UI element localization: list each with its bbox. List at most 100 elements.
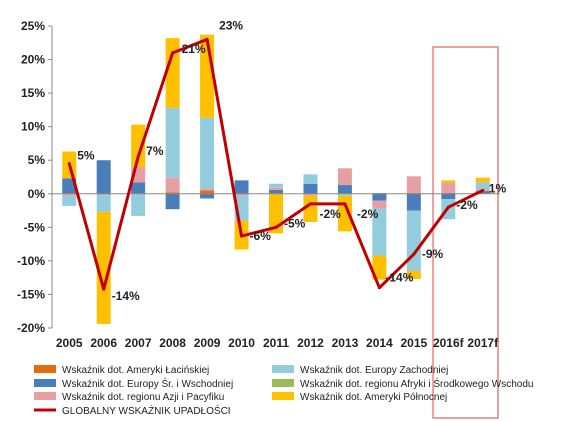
legend-swatch-wskaznik-dot-regionu-azji-i-pacyfiku bbox=[34, 392, 56, 400]
legend-label-wskaznik-dot-regionu-afryki-i-srodkowego-wschodu: Wskaźnik dot. regionu Afryki i Środkoweg… bbox=[300, 377, 533, 390]
y-tick-label: -15% bbox=[17, 287, 45, 301]
bar-segment-wskaznik-dot-regionu-azji-i-pacyfiku-2015 bbox=[406, 176, 421, 194]
data-label-2008: 21% bbox=[182, 42, 206, 56]
y-tick-label: -20% bbox=[17, 321, 45, 335]
x-tick-label: 2007 bbox=[125, 336, 152, 350]
bar-segment-wskaznik-dot-europy-sr-i-wschodniej-2012 bbox=[303, 183, 318, 194]
x-tick-label: 2017f bbox=[467, 336, 499, 350]
legend-swatch-wskaznik-dot-regionu-afryki-i-srodkowego-wschodu bbox=[272, 379, 294, 387]
forecast-highlight-box bbox=[432, 46, 500, 419]
bar-segment-wskaznik-dot-regionu-azji-i-pacyfiku-2010 bbox=[234, 193, 249, 196]
bar-segment-wskaznik-dot-europy-zachodniej-2006 bbox=[96, 195, 111, 212]
global-line-point-2012 bbox=[308, 202, 312, 206]
legend-label-globalny-wskaznik-upadlosci: GLOBALNY WSKAŹNIK UPADŁOŚCI bbox=[62, 404, 231, 417]
global-line-point-2017f bbox=[481, 188, 485, 192]
data-label-2010: -6% bbox=[250, 229, 272, 243]
x-tick-label: 2006 bbox=[90, 336, 117, 350]
global-line-point-2006 bbox=[102, 287, 106, 291]
bar-segment-wskaznik-dot-europy-zachodniej-2015 bbox=[406, 210, 421, 271]
bar-segment-wskaznik-dot-ameryki-polnocnej-2014 bbox=[372, 255, 387, 280]
bar-segment-wskaznik-dot-regionu-azji-i-pacyfiku-2013 bbox=[337, 168, 352, 186]
x-tick-label: 2016f bbox=[433, 336, 465, 350]
bar-segment-wskaznik-dot-regionu-azji-i-pacyfiku-2009 bbox=[200, 189, 215, 191]
bar-segment-wskaznik-dot-europy-zachodniej-2008 bbox=[165, 107, 180, 178]
bar-segment-wskaznik-dot-europy-zachodniej-2009 bbox=[200, 117, 215, 190]
global-line-point-2010 bbox=[240, 234, 244, 238]
data-label-2017f: 1% bbox=[489, 181, 507, 195]
bar-segment-wskaznik-dot-europy-zachodniej-2012 bbox=[303, 174, 318, 184]
axes-group: -20% -15% -10% -5% 0% 5% 10% 15% 20% 25% 2005 2006 2… bbox=[17, 19, 500, 350]
bar-segment-wskaznik-dot-europy-sr-i-wschodniej-2008 bbox=[165, 193, 180, 210]
y-tick-label: 10% bbox=[21, 120, 45, 134]
global-line-point-2016f bbox=[446, 205, 450, 209]
bar-segment-wskaznik-dot-europy-zachodniej-2014 bbox=[372, 208, 387, 256]
forecast-highlight-group bbox=[432, 46, 500, 419]
y-tick-label: 0% bbox=[28, 187, 46, 201]
data-label-2013: -2% bbox=[357, 207, 379, 221]
data-labels-group: 5% -14% 7% 21% 23% -6% -5% -2% -2% -14% -9% -2% 1% bbox=[77, 18, 506, 303]
x-tick-label: 2014 bbox=[366, 336, 393, 350]
legend-swatch-wskaznik-dot-europy-sr-i-wschodniej bbox=[34, 379, 56, 387]
bar-segment-wskaznik-dot-europy-sr-i-wschodniej-2007 bbox=[131, 182, 146, 194]
bar-segment-wskaznik-dot-regionu-azji-i-pacyfiku-2014 bbox=[372, 200, 387, 209]
legend-label-wskaznik-dot-regionu-azji-i-pacyfiku: Wskaźnik dot. regionu Azji i Pacyfiku bbox=[62, 392, 224, 403]
x-tick-label: 2009 bbox=[194, 336, 221, 350]
y-tick-label: 5% bbox=[28, 153, 46, 167]
bar-segment-wskaznik-dot-europy-zachodniej-2013 bbox=[337, 193, 352, 196]
x-tick-label: 2008 bbox=[159, 336, 186, 350]
y-tick-label: 25% bbox=[21, 19, 45, 33]
x-tick-label: 2005 bbox=[56, 336, 83, 350]
bar-segment-wskaznik-dot-europy-sr-i-wschodniej-2017f bbox=[475, 191, 490, 194]
global-line-group bbox=[67, 37, 485, 291]
bar-segment-wskaznik-dot-regionu-azji-i-pacyfiku-2005 bbox=[62, 193, 77, 196]
data-label-2005: 5% bbox=[77, 149, 95, 163]
bar-segment-wskaznik-dot-europy-sr-i-wschodniej-2005 bbox=[62, 178, 77, 194]
bars-group bbox=[62, 34, 490, 324]
bar-segment-wskaznik-dot-europy-zachodniej-2017f bbox=[475, 182, 490, 190]
data-label-2012: -2% bbox=[319, 207, 341, 221]
global-line-point-2005 bbox=[67, 162, 71, 166]
data-label-2016f: -2% bbox=[456, 198, 478, 212]
bar-segment-wskaznik-dot-europy-sr-i-wschodniej-2016f bbox=[441, 193, 456, 200]
bar-segment-wskaznik-dot-europy-zachodniej-2007 bbox=[131, 193, 146, 216]
legend-label-wskaznik-dot-europy-sr-i-wschodniej: Wskaźnik dot. Europy Śr. i Wschodniej bbox=[62, 377, 233, 390]
bar-segment-wskaznik-dot-regionu-azji-i-pacyfiku-2011 bbox=[269, 187, 283, 190]
global-line-point-2014 bbox=[377, 286, 381, 290]
legend-swatch-wskaznik-dot-ameryki-polnocnej bbox=[272, 392, 294, 400]
x-tick-label: 2011 bbox=[263, 336, 289, 350]
global-line-point-2011 bbox=[274, 225, 278, 229]
bar-segment-wskaznik-dot-europy-sr-i-wschodniej-2010 bbox=[234, 180, 249, 194]
global-line-point-2007 bbox=[136, 155, 140, 159]
bar-segment-wskaznik-dot-ameryki-polnocnej-2006 bbox=[96, 211, 111, 324]
bar-segment-wskaznik-dot-ameryki-lacinskiej-2009 bbox=[200, 190, 215, 194]
bar-segment-wskaznik-dot-ameryki-polnocnej-2015 bbox=[406, 270, 421, 280]
bar-segment-wskaznik-dot-regionu-azji-i-pacyfiku-2008 bbox=[165, 177, 180, 193]
bar-segment-wskaznik-dot-regionu-azji-i-pacyfiku-2012 bbox=[303, 193, 318, 196]
legend-label-wskaznik-dot-europy-zachodniej: Wskaźnik dot. Europy Zachodniej bbox=[300, 365, 448, 376]
legend-swatch-wskaznik-dot-ameryki-lacinskiej bbox=[34, 365, 56, 373]
y-tick-label: -10% bbox=[17, 254, 45, 268]
y-tick-label: 15% bbox=[21, 86, 45, 100]
bar-segment-wskaznik-dot-europy-sr-i-wschodniej-2009 bbox=[200, 193, 215, 199]
bar-segment-wskaznik-dot-ameryki-lacinskiej-2008 bbox=[165, 192, 180, 194]
data-label-2009: 23% bbox=[219, 18, 243, 32]
data-label-2011: -5% bbox=[284, 216, 306, 230]
legend-swatch-wskaznik-dot-europy-zachodniej bbox=[272, 365, 294, 373]
global-line-point-2013 bbox=[343, 202, 347, 206]
bar-segment-wskaznik-dot-regionu-azji-i-pacyfiku-2006 bbox=[96, 193, 111, 196]
bar-segment-wskaznik-dot-ameryki-polnocnej-2012 bbox=[303, 195, 318, 222]
bar-segment-wskaznik-dot-ameryki-polnocnej-2016f bbox=[441, 180, 456, 184]
bar-segment-wskaznik-dot-europy-zachodniej-2005 bbox=[62, 195, 77, 206]
bar-segment-wskaznik-dot-ameryki-polnocnej-2008 bbox=[165, 38, 180, 108]
legend-label-wskaznik-dot-ameryki-polnocnej: Wskaźnik dot. Ameryki Północnej bbox=[300, 392, 447, 403]
bar-segment-wskaznik-dot-europy-sr-i-wschodniej-2006 bbox=[96, 160, 111, 194]
x-tick-label: 2013 bbox=[332, 336, 359, 350]
data-label-2006: -14% bbox=[112, 289, 140, 303]
bar-segment-wskaznik-dot-europy-sr-i-wschodniej-2013 bbox=[337, 185, 352, 194]
x-tick-label: 2015 bbox=[400, 336, 427, 350]
bar-segment-wskaznik-dot-ameryki-polnocnej-2007 bbox=[131, 124, 146, 167]
data-label-2014: -14% bbox=[385, 271, 413, 285]
legend-label-wskaznik-dot-ameryki-lacinskiej: Wskaźnik dot. Ameryki Łacińskiej bbox=[62, 365, 209, 376]
bar-segment-wskaznik-dot-ameryki-polnocnej-2017f bbox=[475, 177, 490, 183]
